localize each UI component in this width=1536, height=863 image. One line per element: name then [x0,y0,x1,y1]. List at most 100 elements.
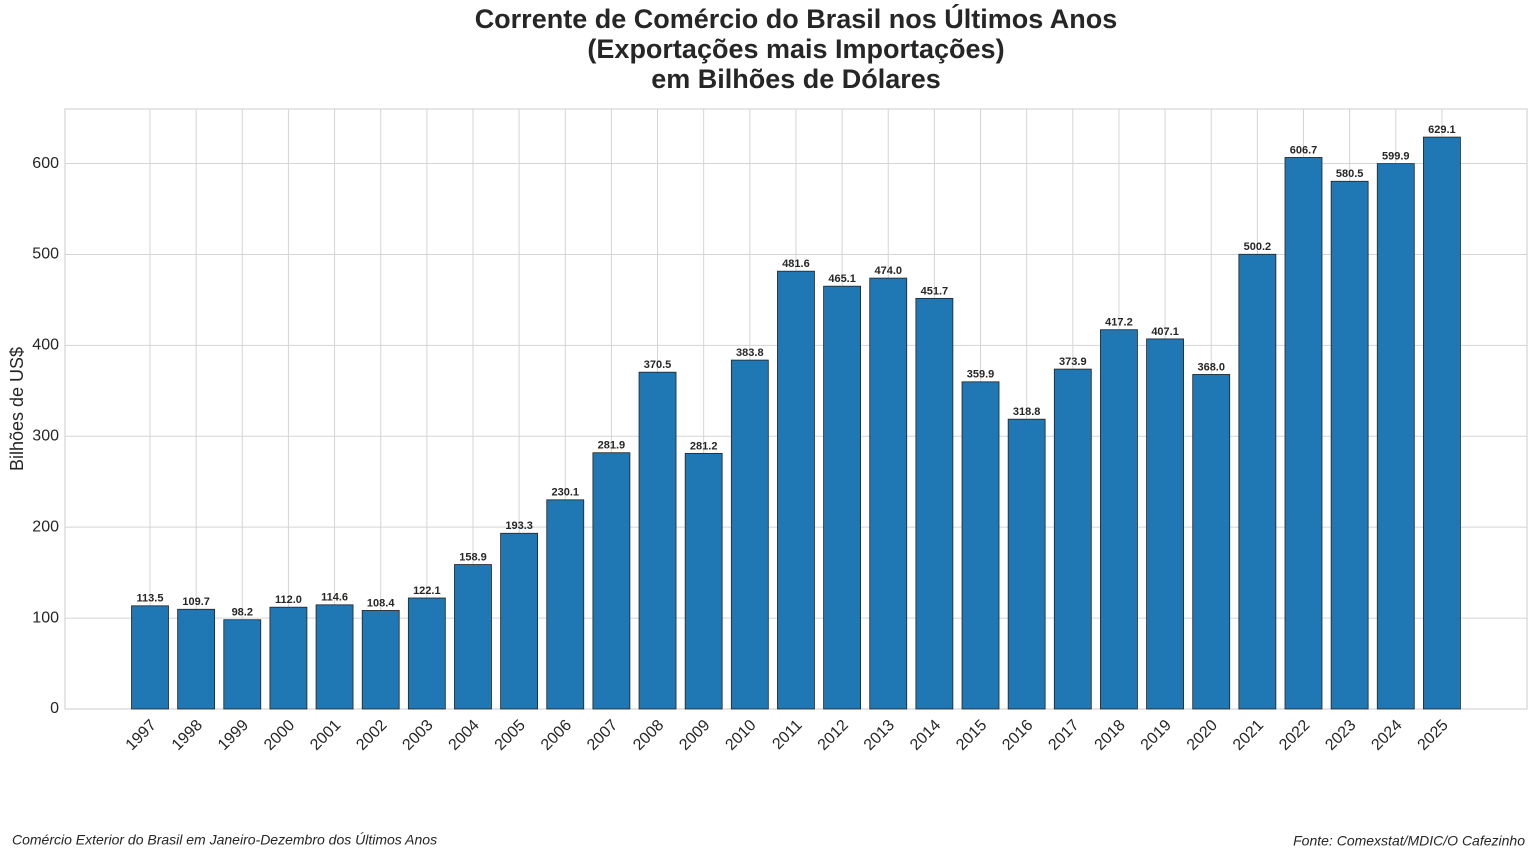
bar [361,610,400,710]
value-label: 114.6 [321,592,348,604]
x-tick-label: 2023 [1322,717,1359,754]
bar [592,452,631,710]
value-label: 98.2 [232,607,253,619]
value-label: 359.9 [967,369,995,381]
bar [1423,136,1461,710]
x-tick-label: 2002 [353,717,390,754]
value-label: 606.7 [1290,144,1318,156]
value-label: 193.3 [505,520,533,532]
x-tick-label: 1999 [215,717,252,754]
x-tick-label: 2010 [722,717,759,754]
x-tick-label: 2024 [1368,717,1405,754]
bar [223,619,262,710]
y-tick-label: 600 [32,155,59,172]
value-label: 465.1 [828,273,856,285]
y-axis-label: Bilhões de US$ [7,347,27,471]
x-tick-label: 2022 [1276,717,1313,754]
value-label: 108.4 [367,597,395,609]
value-label: 112.0 [275,594,302,606]
value-label: 318.8 [1013,406,1041,418]
value-label: 230.1 [551,487,579,499]
x-tick-label: 2021 [1230,717,1267,754]
value-label: 451.7 [921,285,949,297]
x-tick-label: 2013 [861,717,898,754]
chart-title: em Bilhões de Dólares [651,64,941,94]
bar [1238,253,1277,710]
value-label: 481.6 [782,258,810,270]
x-tick-label: 2017 [1045,717,1082,754]
bar [730,359,769,710]
value-label: 629.1 [1428,124,1456,136]
x-tick-label: 2015 [953,717,990,754]
bar [823,285,861,710]
value-label: 370.5 [644,359,672,371]
bar [500,532,539,710]
x-tick-label: 2004 [446,717,483,754]
source: Fonte: Comexstat/MDIC/O Cafezinho [1293,833,1525,849]
chart-title: (Exportações mais Importações) [587,34,1004,64]
bar [407,597,446,710]
bar [269,606,308,710]
bar [869,277,908,710]
bar [177,608,216,710]
bar [1330,180,1369,710]
value-label: 383.8 [736,347,764,359]
x-tick-label: 2007 [584,717,621,754]
value-label: 373.9 [1059,356,1087,368]
bar [454,564,492,710]
x-tick-label: 2011 [769,717,805,753]
value-label: 500.2 [1244,241,1272,253]
x-tick-label: 2001 [307,717,344,754]
value-label: 109.7 [182,596,210,608]
value-label: 158.9 [459,551,487,563]
value-label: 113.5 [137,593,164,605]
x-tick-label: 1997 [123,717,160,754]
bar [1192,374,1231,710]
bar [1007,418,1046,710]
bar [961,381,1000,710]
x-tick-label: 2016 [999,717,1036,754]
bar [915,297,954,710]
bar [777,270,815,710]
x-tick-label: 2025 [1415,717,1452,754]
value-label: 417.2 [1105,317,1133,329]
bar [1284,157,1323,710]
y-tick-label: 500 [32,246,59,263]
bar [1053,368,1092,710]
x-tick-label: 2019 [1138,717,1175,754]
x-tick-label: 2014 [907,717,944,754]
y-tick-label: 300 [32,427,59,444]
x-tick-label: 2000 [261,717,298,754]
bar [315,604,354,710]
y-tick-label: 0 [50,700,59,717]
bar [1100,329,1138,710]
value-label: 281.2 [690,440,718,452]
y-tick-label: 400 [32,337,59,354]
value-label: 122.1 [413,585,441,597]
value-label: 474.0 [874,265,902,277]
x-tick-label: 1998 [169,717,206,754]
y-tick-label: 100 [32,609,59,626]
x-tick-label: 2003 [399,717,436,754]
x-tick-label: 2018 [1092,717,1129,754]
chart-title: Corrente de Comércio do Brasil nos Últim… [475,3,1118,34]
bar [131,605,169,710]
value-label: 407.1 [1151,326,1179,338]
footnote: Comércio Exterior do Brasil em Janeiro-D… [12,832,437,848]
bar [1376,163,1415,710]
x-tick-label: 2005 [492,717,529,754]
value-label: 368.0 [1197,361,1225,373]
bar [684,452,723,710]
y-tick-label: 200 [32,518,59,535]
value-label: 580.5 [1336,168,1364,180]
value-label: 281.9 [598,440,626,452]
x-tick-label: 2008 [630,717,667,754]
x-tick-label: 2006 [538,717,575,754]
x-tick-label: 2020 [1184,717,1221,754]
x-tick-label: 2012 [815,717,852,754]
value-label: 599.9 [1382,151,1410,163]
bar [638,371,677,710]
bar [1146,338,1184,710]
x-tick-label: 2009 [676,717,713,754]
